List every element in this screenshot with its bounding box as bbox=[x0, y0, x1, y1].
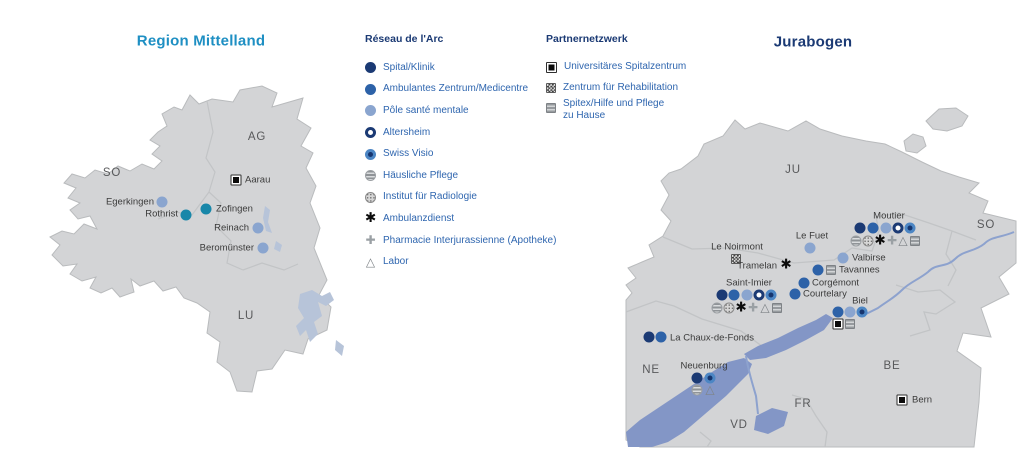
legend-item-label: Zentrum für Rehabilitation bbox=[563, 81, 679, 93]
legend-item: ✚ Pharmacie Interjurassienne (Apotheke) bbox=[365, 230, 556, 252]
jurabogen-canton-borders bbox=[625, 212, 977, 448]
reha-icon bbox=[546, 82, 556, 93]
legend-item-label: Altersheim bbox=[383, 126, 431, 138]
legend-item-label: Ambulanzdienst bbox=[383, 212, 455, 224]
legend-partner-items: Universitäres Spitalzentrum Zentrum für R… bbox=[546, 57, 686, 122]
legend-reseau-items: Spital/Klinik Ambulantes Zentrum/Medicent… bbox=[365, 57, 556, 273]
visio-icon bbox=[365, 148, 376, 160]
legend-item: Institut für Radiologie bbox=[365, 187, 556, 209]
legend-item-label: Institut für Radiologie bbox=[383, 191, 477, 203]
legend-item-label: Ambulantes Zentrum/Medicentre bbox=[383, 83, 529, 95]
labor-icon: △ bbox=[365, 254, 376, 269]
legend-item: Spitex/Hilfe und Pflege zu Hause bbox=[546, 98, 686, 122]
legend-item: △ Labor bbox=[365, 251, 556, 273]
river-aare bbox=[861, 231, 1015, 317]
legend-item: Häusliche Pflege bbox=[365, 165, 556, 187]
mittelland-land-shape bbox=[49, 85, 332, 393]
legend-partner: Partnernetzwerk Universitäres Spitalzent… bbox=[546, 33, 686, 122]
legend-item: Universitäres Spitalzentrum bbox=[546, 57, 686, 78]
legend-item: Pôle santé mentale bbox=[365, 100, 556, 122]
ambulanz-icon: ✱ bbox=[365, 210, 377, 227]
legend-item: Spital/Klinik bbox=[365, 57, 556, 79]
bielersee-lake bbox=[744, 314, 833, 360]
altersheim-icon bbox=[365, 127, 376, 139]
unispital-icon bbox=[546, 61, 557, 73]
legend-item: Altersheim bbox=[365, 122, 556, 144]
legend-item: ✱ Ambulanzdienst bbox=[365, 208, 556, 230]
pole-icon bbox=[365, 105, 376, 117]
legend-reseau-title: Réseau de l'Arc bbox=[365, 33, 444, 45]
legend-item-label: Spital/Klinik bbox=[383, 61, 435, 73]
radiologie-icon bbox=[365, 191, 376, 203]
lucerne-lakes bbox=[296, 290, 344, 356]
hallwilersee-lake bbox=[263, 206, 282, 252]
legend-item-label: Labor bbox=[383, 256, 409, 268]
legend-item-label: Pharmacie Interjurassienne (Apotheke) bbox=[383, 234, 557, 246]
left-map-title: Region Mittelland bbox=[136, 32, 266, 50]
legend-partner-title: Partnernetzwerk bbox=[546, 33, 628, 45]
spital-icon bbox=[365, 62, 376, 74]
spitex-icon bbox=[546, 103, 556, 113]
legend-item-label: Pôle santé mentale bbox=[383, 104, 469, 116]
legend-item: Swiss Visio bbox=[365, 143, 556, 165]
haeusliche-icon bbox=[365, 170, 376, 182]
legend-item-label: Spitex/Hilfe und Pflege zu Hause bbox=[563, 98, 665, 121]
pharmacie-icon: ✚ bbox=[365, 233, 376, 248]
legend-item: Zentrum für Rehabilitation bbox=[546, 78, 686, 99]
neuchatel-lake bbox=[626, 358, 752, 447]
legend-item: Ambulantes Zentrum/Medicentre bbox=[365, 79, 556, 101]
murtensee-lake bbox=[754, 408, 788, 434]
legend-item-label: Universitäres Spitalzentrum bbox=[564, 61, 687, 73]
legend-item-label: Swiss Visio bbox=[383, 148, 434, 160]
right-map-title: Jurabogen bbox=[773, 33, 853, 51]
ambulant-icon bbox=[365, 83, 376, 95]
legend-item-label: Häusliche Pflege bbox=[383, 169, 459, 181]
lake-connector-river bbox=[745, 355, 759, 415]
jurabogen-island-shapes bbox=[903, 107, 969, 154]
legend-reseau: Réseau de l'Arc Spital/Klinik Ambulantes … bbox=[365, 33, 556, 273]
